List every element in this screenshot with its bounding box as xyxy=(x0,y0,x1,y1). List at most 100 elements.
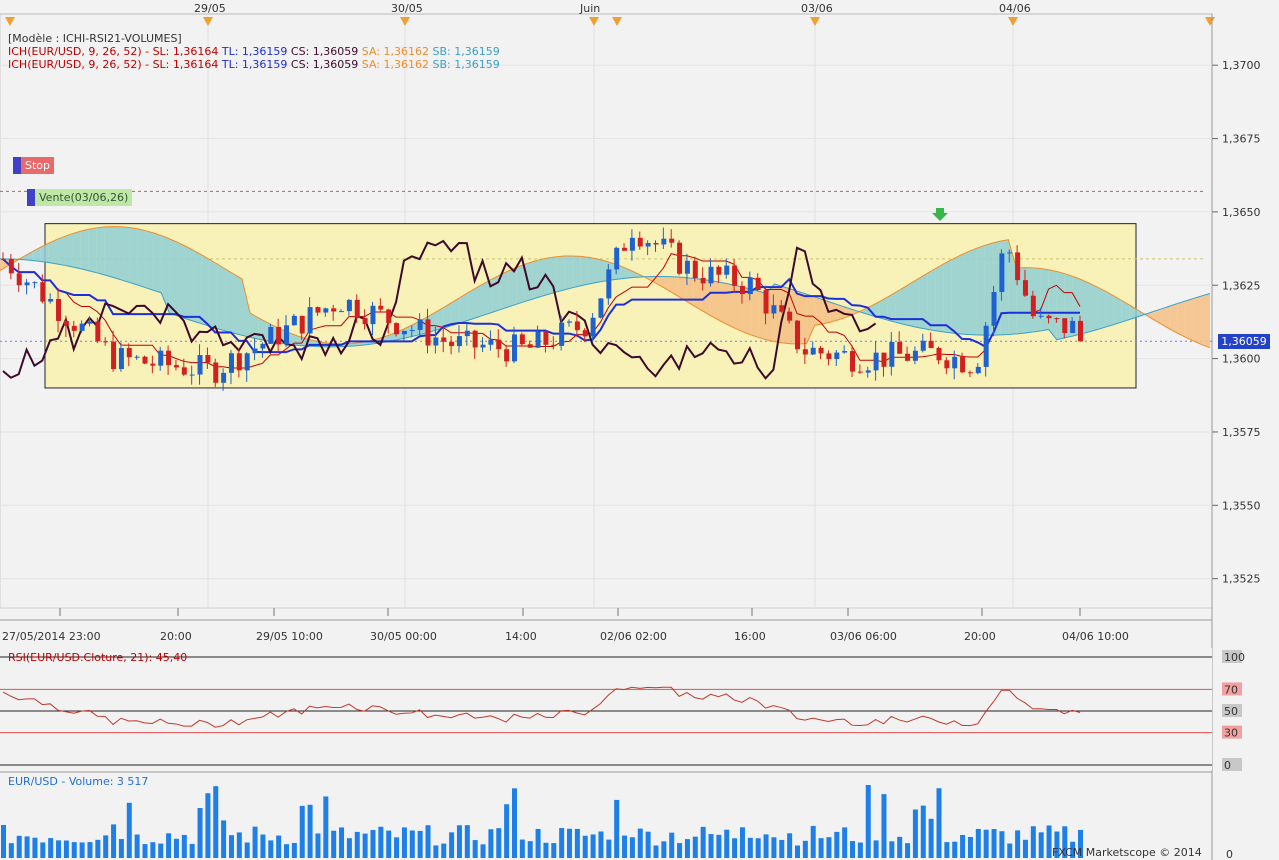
volume-bar xyxy=(158,843,164,858)
candle-body xyxy=(983,325,989,367)
ichimoku-cloud-segment xyxy=(629,269,638,278)
candle-body xyxy=(779,305,785,312)
volume-bar xyxy=(134,834,140,858)
candle-body xyxy=(87,321,93,324)
price-tick-label: 1,3600 xyxy=(1222,353,1261,366)
volume-bar xyxy=(1046,825,1052,858)
ichimoku-cloud-segment xyxy=(984,243,993,336)
volume-bar xyxy=(622,835,628,858)
volume-bar xyxy=(637,828,643,858)
volume-bar xyxy=(669,832,675,858)
ichimoku-cloud-segment xyxy=(1105,291,1114,328)
sell-order-label: Vente(03/06,26) xyxy=(35,189,133,206)
candle-body xyxy=(126,348,132,358)
legend-main-1: ICH(EUR/USD, 9, 26, 52) - SL: 1,36164 xyxy=(8,45,219,58)
rsi-level-label: 30 xyxy=(1224,727,1238,740)
volume-bar xyxy=(700,826,706,858)
volume-bar xyxy=(8,843,14,858)
legend-sa-1: SA: 1,36162 xyxy=(361,45,429,58)
legend-main-2: ICH(EUR/USD, 9, 26, 52) - SL: 1,36164 xyxy=(8,58,219,71)
price-tick-label: 1,3575 xyxy=(1222,426,1261,439)
ichimoku-cloud-segment xyxy=(1129,304,1138,320)
volume-bar xyxy=(975,828,981,858)
volume-bar xyxy=(574,828,580,858)
candle-body xyxy=(299,315,305,334)
volume-bar xyxy=(771,837,777,858)
candle-body xyxy=(975,366,981,374)
stop-order-label: Stop xyxy=(21,157,55,174)
candle-body xyxy=(574,321,580,331)
volume-bar xyxy=(150,842,156,858)
stop-order-marker[interactable]: Stop xyxy=(13,157,55,174)
volume-bar xyxy=(323,796,329,858)
candle-body xyxy=(417,319,423,330)
volume-bar xyxy=(826,837,832,858)
candle-body xyxy=(433,337,439,346)
candle-body xyxy=(912,350,918,361)
candle-body xyxy=(834,352,840,360)
candle-body xyxy=(928,340,934,349)
volume-bar xyxy=(111,824,117,858)
candle-body xyxy=(1038,315,1044,317)
candle-body xyxy=(56,299,62,321)
volume-bar xyxy=(24,836,30,858)
watermark: FXCM Marketscope © 2014 xyxy=(1052,846,1202,859)
volume-bar xyxy=(527,841,533,858)
candle-body xyxy=(669,238,675,243)
volume-bar xyxy=(63,840,69,858)
price-tick-label: 1,3675 xyxy=(1222,133,1261,146)
candle-body xyxy=(150,363,156,366)
ichimoku-cloud-segment xyxy=(484,279,493,316)
ichimoku-cloud-segment xyxy=(209,259,218,329)
volume-bar xyxy=(787,833,793,858)
candle-body xyxy=(315,307,321,313)
candle-body xyxy=(488,339,494,345)
ichimoku-cloud-segment xyxy=(693,278,702,311)
candle-body xyxy=(716,266,722,275)
candle-body xyxy=(551,344,557,346)
ichimoku-cloud-segment xyxy=(596,258,605,283)
volume-bar xyxy=(433,845,439,858)
volume-bar xyxy=(519,839,525,858)
ichimoku-cloud-segment xyxy=(72,231,81,269)
ichimoku-cloud-segment xyxy=(153,232,162,293)
candle-body xyxy=(952,356,958,369)
legend: [Modèle : ICHI-RSI21-VOLUMES] ICH(EUR/US… xyxy=(8,32,500,71)
volume-bar xyxy=(464,825,470,858)
candle-body xyxy=(472,330,478,348)
candle-body xyxy=(197,355,203,375)
rsi-line xyxy=(2,686,1081,728)
ichimoku-cloud-segment xyxy=(968,248,977,335)
ichimoku-cloud-segment xyxy=(806,294,815,344)
sell-order-handle[interactable] xyxy=(27,189,35,206)
volume-bar xyxy=(299,805,305,858)
kijun-sen-line xyxy=(2,258,1080,354)
ichimoku-cloud-segment xyxy=(830,302,839,322)
candle-body xyxy=(252,348,258,354)
candle-body xyxy=(32,282,38,284)
volume-bar xyxy=(692,836,698,858)
ichimoku-cloud-segment xyxy=(927,268,936,331)
ichimoku-cloud-segment xyxy=(580,256,589,286)
volume-bar xyxy=(417,830,423,858)
ichimoku-cloud-segment xyxy=(1121,300,1130,323)
volume-bar xyxy=(802,840,808,858)
candle-body xyxy=(692,260,698,279)
volume-bar xyxy=(779,839,785,858)
ichimoku-cloud-segment xyxy=(726,283,735,328)
stop-order-handle[interactable] xyxy=(13,157,21,174)
volume-bar xyxy=(236,832,242,858)
candle-body xyxy=(118,348,124,370)
senkou-span-b-line xyxy=(0,258,1211,348)
volume-bar xyxy=(794,845,800,858)
volume-axis-zero: 0 xyxy=(1226,848,1233,860)
legend-tl-1: TL: 1,36159 xyxy=(221,45,288,58)
candle-body xyxy=(606,269,612,299)
candle-body xyxy=(677,242,683,274)
candle-body xyxy=(999,253,1005,292)
volume-bar xyxy=(103,835,109,858)
volume-bar xyxy=(189,843,195,858)
candle-body xyxy=(724,265,730,275)
sell-order-marker[interactable]: Vente(03/06,26) xyxy=(27,189,133,206)
